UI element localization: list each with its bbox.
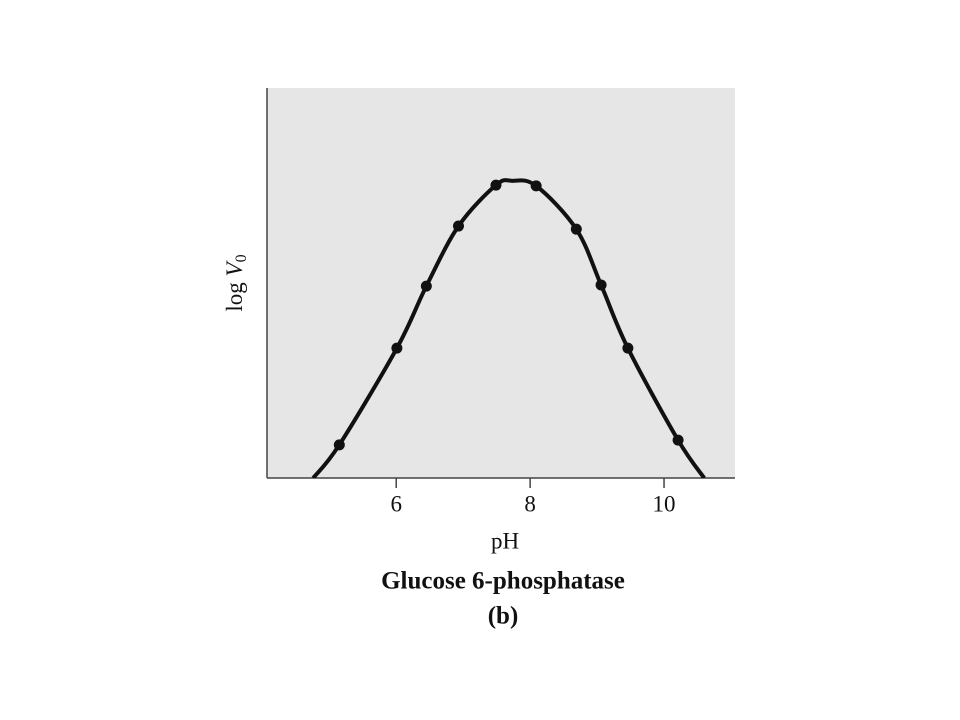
data-point [530,180,542,192]
plot-area [267,88,735,478]
data-point [490,179,502,191]
y-label-sub: 0 [233,254,250,262]
chart-subtitle: (b) [488,603,519,630]
chart-title: Glucose 6-phosphatase [381,568,625,595]
x-axis-label: pH [491,528,519,553]
data-point [452,220,464,232]
y-label-text: log [222,276,247,311]
data-point [595,279,607,291]
y-axis-label: log V0 [222,254,249,311]
x-tick-label: 10 [653,491,676,516]
data-point [622,342,634,354]
data-point [420,280,432,292]
data-point [672,434,684,446]
data-point [570,223,582,235]
data-point [391,342,403,354]
x-tick-label: 8 [524,491,536,516]
data-point [333,439,345,451]
y-label-var: V [222,259,247,276]
x-tick-label: 6 [390,491,402,516]
